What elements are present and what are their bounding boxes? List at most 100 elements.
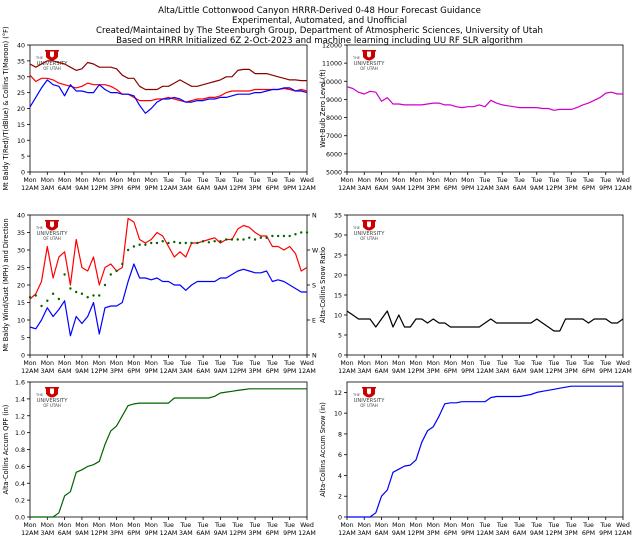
x-tick-time-label: 12AM <box>338 368 356 375</box>
x-tick-day-label: Tue <box>530 177 542 184</box>
x-tick-time-label: 3PM <box>110 368 123 375</box>
x-tick-day-label: Mon <box>340 177 353 184</box>
x-tick-time-label: 12PM <box>229 530 246 537</box>
logo-bar <box>45 387 59 389</box>
y-tick-label: 5 <box>21 154 25 161</box>
y-tick-label: 2 <box>338 494 342 501</box>
y-axis-label: Wet-Bulb Zero Level (ft) <box>319 69 327 147</box>
direction-point <box>161 240 164 243</box>
direction-point <box>248 236 251 239</box>
x-tick-time-label: 3AM <box>179 530 193 537</box>
series-line-temp-1 <box>29 74 308 103</box>
series-line-wind-1 <box>29 263 307 337</box>
x-tick-time-label: 12AM <box>298 368 316 375</box>
logo-of-utah: OF UTAH <box>360 403 378 408</box>
y-tick-label: 5000 <box>326 170 342 177</box>
logo-the: THE <box>352 56 360 60</box>
x-tick-day-label: Mon <box>444 360 457 367</box>
direction-point <box>300 231 303 234</box>
series-line-qpf-0 <box>30 388 307 518</box>
x-tick-time-label: 12PM <box>407 368 424 375</box>
x-tick-day-label: Mon <box>110 177 123 184</box>
x-tick-day-label: Mon <box>75 522 88 529</box>
direction-point <box>213 240 216 243</box>
x-tick-day-label: Wed <box>616 177 630 184</box>
y-tick-label: 9000 <box>326 97 342 104</box>
x-tick-day-label: Tue <box>162 360 174 367</box>
x-tick-day-label: Mon <box>358 177 371 184</box>
x-tick-day-label: Mon <box>93 177 106 184</box>
y-tick-label: 0.8 <box>15 447 25 454</box>
direction-point <box>184 241 188 245</box>
x-tick-day-label: Tue <box>496 360 508 367</box>
x-tick-day-label: Mon <box>444 522 457 529</box>
title-line-3: Created/Maintained by The Steenburgh Gro… <box>96 26 543 36</box>
direction-tick-label: N <box>312 353 317 360</box>
direction-point <box>103 283 107 287</box>
direction-tick-label: N <box>312 213 317 220</box>
y-tick-label: 10 <box>17 138 25 145</box>
x-tick-day-label: Mon <box>427 177 440 184</box>
logo-bar <box>45 220 59 222</box>
x-tick-time-label: 9AM <box>214 530 228 537</box>
x-tick-day-label: Tue <box>214 177 226 184</box>
direction-point <box>109 273 112 276</box>
direction-point <box>230 238 234 241</box>
direction-point <box>69 287 72 290</box>
direction-point <box>219 240 222 243</box>
x-tick-day-label: Mon <box>392 360 405 367</box>
logo-university: UNIVERSITY <box>354 61 386 67</box>
direction-tick-label: E <box>312 318 316 325</box>
direction-point <box>132 245 136 248</box>
plot-frame <box>346 44 624 173</box>
logo-u-icon <box>46 51 58 61</box>
x-tick-day-label: Mon <box>145 177 158 184</box>
x-tick-day-label: Tue <box>513 522 525 529</box>
y-tick-label: 35 <box>17 230 25 237</box>
direction-point <box>51 292 55 295</box>
x-tick-time-label: 6PM <box>266 185 279 192</box>
x-tick-time-label: 3AM <box>357 368 371 375</box>
figure-title-block: Alta/Little Cottonwood Canyon HRRR-Deriv… <box>0 6 639 46</box>
logo-bar <box>362 220 376 222</box>
x-tick-day-label: Tue <box>197 522 209 529</box>
y-tick-label: 30 <box>17 74 25 81</box>
x-tick-day-label: Mon <box>23 360 36 367</box>
x-tick-day-label: Tue <box>197 177 209 184</box>
x-tick-time-label: 9PM <box>283 530 296 537</box>
x-tick-day-label: Mon <box>93 360 106 367</box>
x-tick-day-label: Tue <box>548 360 560 367</box>
x-tick-day-label: Mon <box>145 360 158 367</box>
x-tick-time-label: 3PM <box>427 368 440 375</box>
y-tick-label: 0.2 <box>15 498 25 505</box>
x-tick-time-label: 9PM <box>283 185 296 192</box>
x-tick-day-label: Mon <box>461 522 474 529</box>
x-tick-day-label: Tue <box>214 360 226 367</box>
x-tick-day-label: Tue <box>582 177 594 184</box>
x-tick-time-label: 12AM <box>476 185 494 192</box>
direction-point <box>80 292 84 295</box>
direction-point <box>74 290 78 294</box>
x-tick-time-label: 12AM <box>476 368 494 375</box>
direction-tick-label: W <box>312 248 319 255</box>
direction-point <box>282 234 286 238</box>
x-tick-day-label: Wed <box>300 522 314 529</box>
x-tick-day-label: Mon <box>375 177 388 184</box>
series-line-wetbulb-0 <box>346 86 623 111</box>
x-tick-time-label: 6PM <box>444 185 457 192</box>
x-tick-time-label: 6PM <box>127 368 140 375</box>
x-tick-day-label: Mon <box>375 360 388 367</box>
logo-university: UNIVERSITY <box>37 231 69 237</box>
x-tick-day-label: Mon <box>41 360 54 367</box>
x-tick-time-label: 3PM <box>565 368 578 375</box>
x-tick-day-label: Mon <box>340 360 353 367</box>
x-tick-day-label: Mon <box>392 177 405 184</box>
x-tick-time-label: 3PM <box>427 185 440 192</box>
x-tick-day-label: Mon <box>58 522 71 529</box>
x-tick-day-label: Mon <box>409 177 422 184</box>
x-tick-day-label: Mon <box>145 522 158 529</box>
y-tick-label: 25 <box>334 253 342 260</box>
x-tick-time-label: 3PM <box>248 530 261 537</box>
